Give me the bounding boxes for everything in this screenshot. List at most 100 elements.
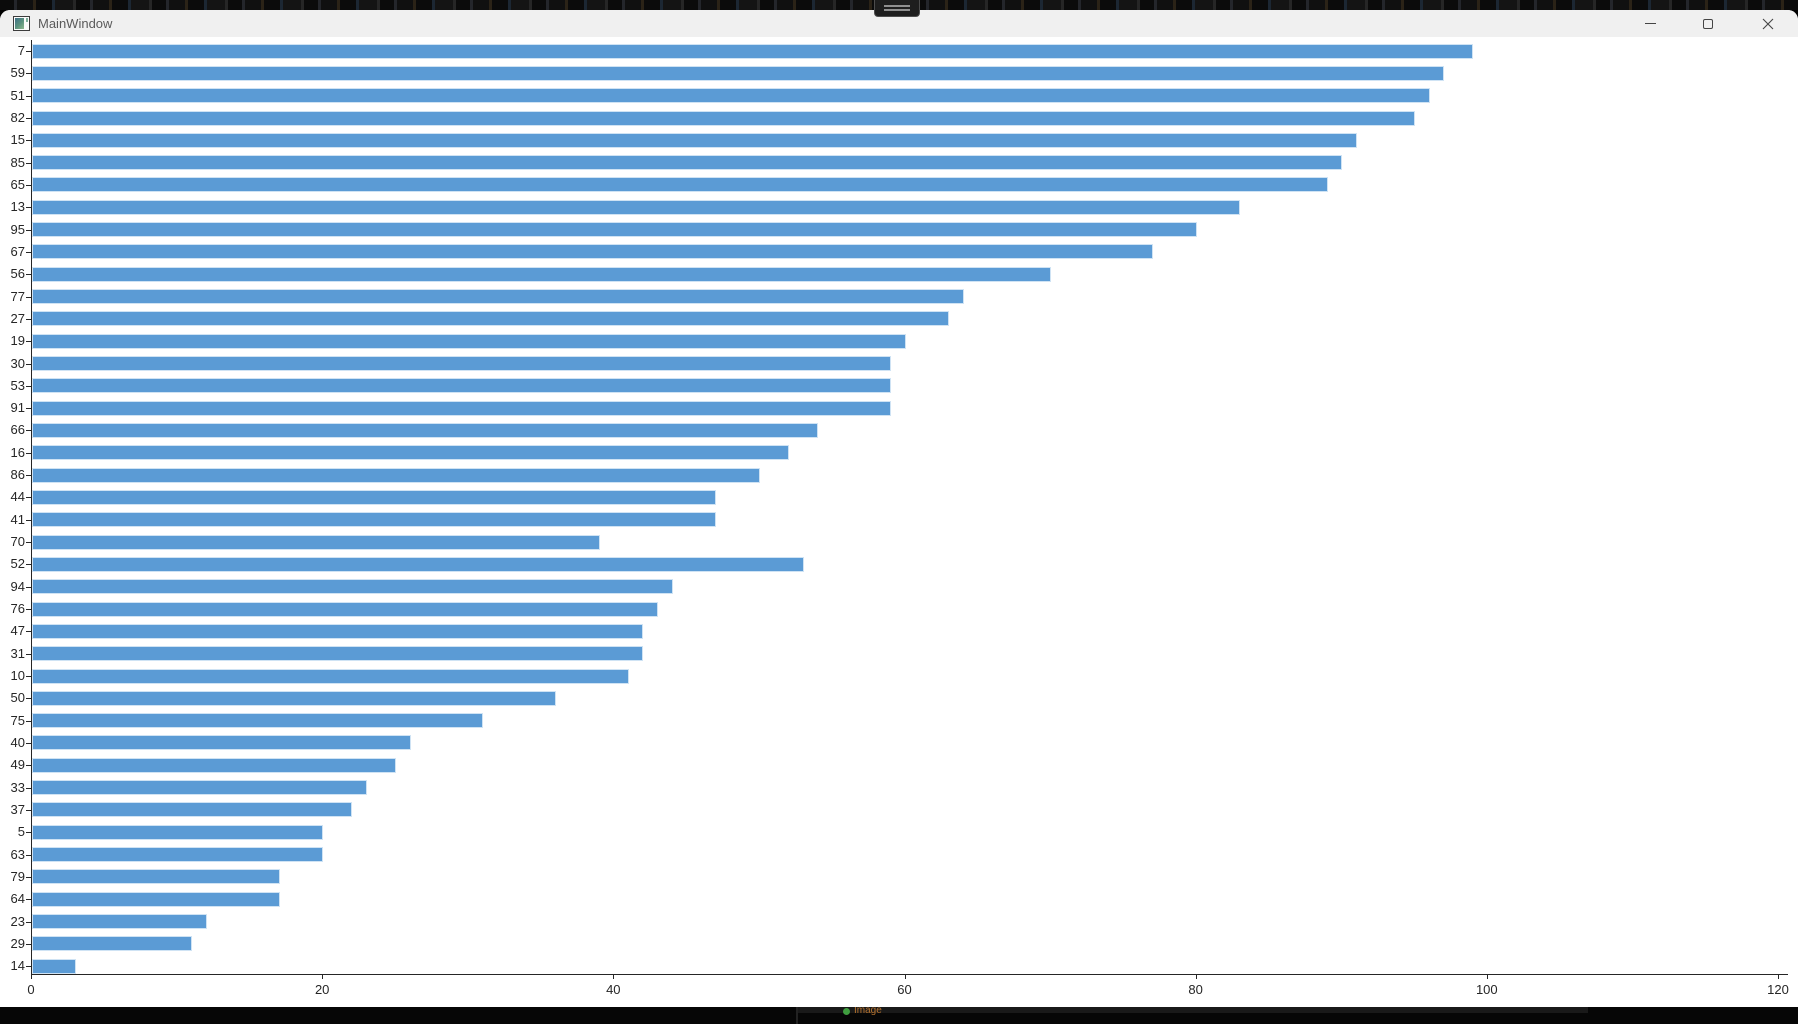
y-tick — [26, 742, 31, 744]
plot: 7 59 51 82 15 85 65 13 95 67 56 77 27 19 30 53 91 66 16 86 4… — [0, 37, 1798, 1007]
y-tick-label: 29 — [10, 935, 25, 951]
y-tick-label: 76 — [10, 601, 25, 616]
bar — [32, 534, 600, 550]
y-tick-label: 51 — [10, 87, 25, 103]
x-tick-label: 60 — [897, 982, 912, 997]
bar — [32, 222, 1197, 238]
bar — [32, 556, 804, 572]
close-button[interactable] — [1745, 10, 1791, 37]
status-dot-icon — [843, 1008, 850, 1015]
y-tick-label: 16 — [10, 444, 25, 460]
y-tick-label: 75 — [10, 712, 25, 728]
bar — [32, 311, 950, 327]
y-tick-label: 94 — [10, 578, 25, 594]
maximize-button[interactable] — [1685, 10, 1731, 37]
app-window-icon — [13, 16, 30, 31]
bar — [32, 713, 484, 729]
bar — [32, 847, 324, 862]
bar — [32, 914, 207, 929]
screen-grip-handle[interactable] — [874, 0, 920, 17]
x-tick-label: 0 — [27, 982, 35, 997]
y-tick-label: 7 — [17, 43, 25, 58]
x-axis-spine — [31, 974, 1788, 975]
bar — [32, 824, 324, 840]
y-tick-label: 56 — [10, 266, 25, 282]
taskbar-fragment-text: Image — [854, 1007, 882, 1016]
y-tick — [26, 899, 31, 901]
x-tick-label: 40 — [606, 982, 621, 997]
bar — [32, 356, 891, 371]
y-tick-label: 79 — [10, 868, 25, 884]
y-tick — [26, 676, 31, 677]
y-tick — [26, 229, 31, 231]
bar — [32, 690, 557, 706]
bar — [32, 266, 1052, 282]
grip-line-icon — [884, 5, 910, 7]
y-tick-label: 70 — [10, 534, 25, 549]
bar — [32, 244, 1153, 260]
bar — [32, 132, 1357, 148]
y-tick — [26, 497, 31, 499]
x-tick — [1195, 975, 1197, 979]
y-tick — [26, 787, 31, 789]
bar — [32, 378, 891, 394]
y-tick-label: 63 — [10, 846, 25, 862]
bar — [32, 757, 396, 773]
maximize-icon — [1703, 18, 1713, 29]
bar — [32, 65, 1445, 81]
y-tick-label: 85 — [10, 154, 25, 170]
y-tick-label: 23 — [10, 913, 25, 929]
y-tick — [26, 921, 31, 923]
minimize-button[interactable] — [1627, 10, 1673, 37]
bar — [32, 579, 673, 595]
y-tick-label: 49 — [10, 757, 25, 773]
y-tick-label: 86 — [10, 467, 25, 483]
bar — [32, 601, 658, 617]
y-tick — [26, 809, 31, 811]
y-tick — [26, 363, 31, 365]
y-tick — [26, 854, 31, 856]
y-tick-label: 14 — [10, 958, 25, 974]
bar — [32, 43, 1474, 59]
x-tick-label: 120 — [1767, 982, 1789, 997]
app-window: MainWindow 7 59 51 82 15 85 65 13 95 67 56 77 27 19 30… — [0, 10, 1798, 1007]
x-tick — [31, 975, 32, 979]
bar — [32, 88, 1430, 104]
y-tick — [26, 318, 31, 320]
y-tick-label: 50 — [10, 690, 25, 706]
y-tick-label: 15 — [10, 132, 25, 148]
y-tick — [26, 95, 31, 97]
y-tick — [26, 653, 31, 655]
y-tick — [26, 720, 31, 722]
y-tick — [26, 631, 31, 633]
y-tick-label: 10 — [10, 668, 25, 683]
y-tick — [26, 564, 31, 566]
y-tick — [26, 430, 31, 432]
x-tick — [1778, 975, 1779, 979]
bar — [32, 177, 1328, 193]
y-tick — [26, 73, 31, 75]
bar — [32, 802, 353, 818]
y-tick — [26, 765, 31, 767]
background-taskbar-strip: Image — [0, 1007, 1798, 1024]
x-tick-label: 100 — [1475, 982, 1498, 997]
y-tick-label: 52 — [10, 556, 25, 572]
y-tick-label: 64 — [10, 891, 25, 907]
bar — [32, 735, 411, 751]
bar — [32, 422, 819, 438]
y-tick-label: 44 — [10, 489, 25, 505]
y-tick — [26, 408, 31, 410]
bar — [32, 891, 280, 907]
bar — [32, 668, 629, 684]
y-tick-label: 13 — [10, 199, 25, 215]
bar — [32, 780, 367, 796]
y-tick-label: 77 — [10, 288, 25, 304]
y-axis-spine — [31, 40, 32, 974]
bar — [32, 155, 1343, 171]
bar — [32, 333, 906, 349]
bar — [32, 467, 760, 483]
bar — [32, 400, 891, 416]
bar — [32, 110, 1415, 126]
y-tick — [26, 140, 31, 142]
y-tick-label: 37 — [10, 801, 25, 817]
